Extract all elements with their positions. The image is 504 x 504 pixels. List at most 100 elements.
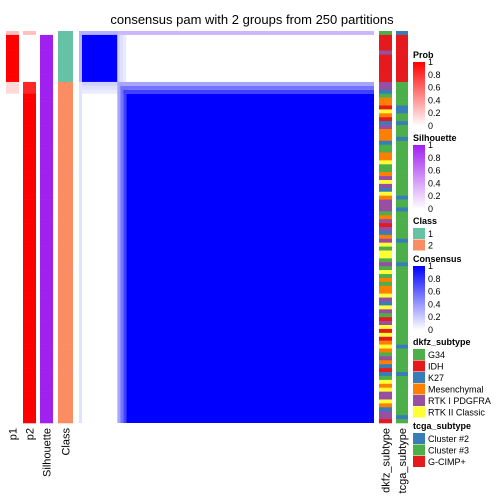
p2-cell bbox=[23, 309, 36, 314]
p2-cell bbox=[23, 246, 36, 251]
axis-label: Silhouette bbox=[42, 428, 54, 477]
tcga-subtype-cell bbox=[396, 140, 408, 145]
axis-label: p2 bbox=[25, 428, 37, 440]
silhouette-cell bbox=[40, 321, 53, 326]
silhouette-cell bbox=[40, 168, 53, 173]
dkfz-subtype-cell bbox=[379, 419, 392, 424]
p1-cell bbox=[6, 187, 19, 193]
p2-cell bbox=[23, 379, 36, 385]
p1-cell bbox=[6, 97, 19, 102]
p1-cell bbox=[6, 360, 19, 365]
dkfz-subtype-cell bbox=[379, 50, 392, 55]
p2-cell bbox=[23, 62, 36, 67]
p2-cell bbox=[23, 160, 36, 165]
p1-cell bbox=[6, 121, 19, 126]
dkfz-subtype-cell bbox=[379, 78, 392, 83]
dkfz-subtype-cell bbox=[379, 383, 392, 389]
tcga-subtype-cell bbox=[396, 219, 408, 224]
tcga-subtype-cell bbox=[396, 109, 408, 114]
p1-cell bbox=[6, 81, 19, 87]
silhouette-cell bbox=[40, 368, 53, 373]
class-cell bbox=[58, 62, 73, 67]
p2-cell bbox=[23, 364, 36, 369]
dkfz-subtype-cell bbox=[379, 148, 392, 153]
p1-cell bbox=[6, 246, 19, 251]
class-cell bbox=[58, 31, 73, 36]
class-cell bbox=[58, 285, 73, 291]
p1-cell bbox=[6, 129, 19, 134]
p2-cell bbox=[23, 89, 36, 95]
p2-cell bbox=[23, 227, 36, 232]
silhouette-cell bbox=[40, 230, 53, 236]
tcga-subtype-cell bbox=[396, 187, 408, 193]
consensus-edge-column bbox=[79, 31, 82, 82]
silhouette-cell bbox=[40, 250, 53, 255]
tcga-subtype-cell bbox=[396, 164, 408, 169]
p2-cell bbox=[23, 360, 36, 365]
p2-cell bbox=[23, 242, 36, 247]
class-cell bbox=[58, 38, 73, 44]
silhouette-cell bbox=[40, 262, 53, 267]
consensus-transition-col bbox=[117, 81, 121, 424]
class-cell bbox=[58, 383, 73, 389]
silhouette-cell bbox=[40, 156, 53, 161]
chart-title: consensus pam with 2 groups from 250 par… bbox=[110, 12, 394, 27]
legend-tick-label: 1 bbox=[428, 57, 433, 67]
consensus-transition-row bbox=[120, 85, 374, 90]
class-cell bbox=[58, 117, 73, 122]
p1-cell bbox=[6, 391, 19, 396]
dkfz-subtype-cell bbox=[379, 391, 392, 396]
silhouette-cell bbox=[40, 199, 53, 204]
p1-cell bbox=[6, 156, 19, 161]
silhouette-cell bbox=[40, 78, 53, 83]
class-cell bbox=[58, 223, 73, 228]
dkfz-subtype-cell bbox=[379, 152, 392, 157]
p2-cell bbox=[23, 168, 36, 173]
dkfz-subtype-cell bbox=[379, 340, 392, 345]
dkfz-subtype-cell bbox=[379, 399, 392, 404]
class-cell bbox=[58, 419, 73, 424]
silhouette-cell bbox=[40, 109, 53, 114]
class-cell bbox=[58, 399, 73, 404]
dkfz-subtype-cell bbox=[379, 328, 392, 334]
p2-cell bbox=[23, 223, 36, 228]
tcga-subtype-cell bbox=[396, 285, 408, 291]
silhouette-cell bbox=[40, 187, 53, 193]
class-cell bbox=[58, 289, 73, 294]
tcga-subtype-cell bbox=[396, 101, 408, 106]
silhouette-cell bbox=[40, 305, 53, 310]
dkfz-subtype-cell bbox=[379, 62, 392, 67]
class-cell bbox=[58, 270, 73, 275]
silhouette-cell bbox=[40, 375, 53, 381]
tcga-subtype-cell bbox=[396, 58, 408, 63]
class-cell bbox=[58, 372, 73, 377]
legend-tick-label: 0.6 bbox=[428, 166, 441, 176]
p2-cell bbox=[23, 234, 36, 240]
tcga-subtype-cell bbox=[396, 415, 408, 420]
tcga-subtype-cell bbox=[396, 70, 408, 75]
tcga-subtype-cell bbox=[396, 42, 408, 47]
p2-cell bbox=[23, 344, 36, 349]
p1-cell bbox=[6, 101, 19, 106]
tcga-subtype-cell bbox=[396, 230, 408, 236]
tcga-subtype-cell bbox=[396, 54, 408, 59]
dkfz-subtype-cell bbox=[379, 258, 392, 263]
tcga-subtype-cell bbox=[396, 313, 408, 318]
legend-swatch bbox=[413, 228, 425, 239]
silhouette-cell bbox=[40, 277, 53, 283]
silhouette-cell bbox=[40, 246, 53, 251]
p1-cell bbox=[6, 277, 19, 283]
legend-tick-label: 0.4 bbox=[428, 178, 441, 188]
p2-cell bbox=[23, 66, 36, 71]
p1-cell bbox=[6, 313, 19, 318]
p1-cell bbox=[6, 223, 19, 228]
class-cell bbox=[58, 113, 73, 118]
silhouette-cell bbox=[40, 50, 53, 55]
consensus-transition-col bbox=[123, 89, 127, 424]
class-cell bbox=[58, 172, 73, 177]
silhouette-cell bbox=[40, 387, 53, 392]
p2-cell bbox=[23, 152, 36, 157]
p1-cell bbox=[6, 46, 19, 51]
p2-cell bbox=[23, 191, 36, 196]
class-cell bbox=[58, 144, 73, 149]
